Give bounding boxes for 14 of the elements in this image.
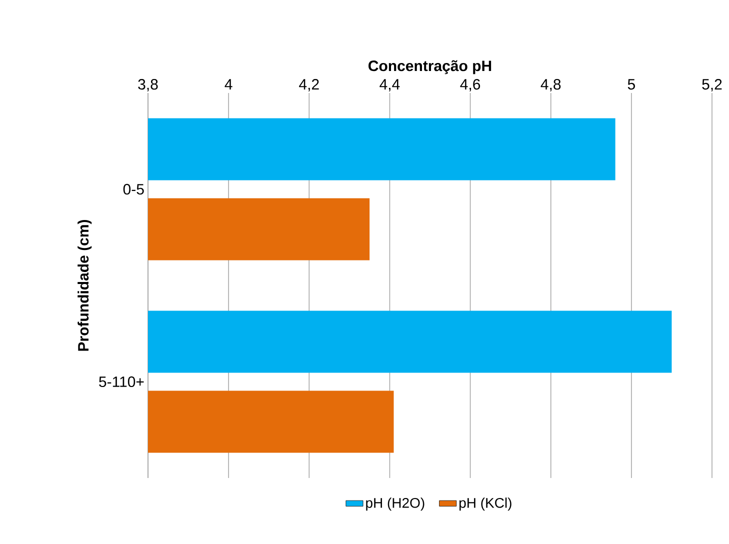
legend-label: pH (KCl) [459, 498, 512, 511]
x-tick-label: 5 [628, 79, 635, 90]
y-axis-title: Profundidade (cm) [78, 220, 92, 351]
x-tick-label: 4,8 [540, 78, 561, 92]
x-tick-label: 4,4 [380, 79, 400, 92]
x-tick-label: 5,2 [702, 78, 722, 92]
x-tick-label: 4 [224, 79, 232, 90]
y-tick-label: 0-5 [123, 184, 144, 195]
x-tick-label: 4,2 [299, 78, 319, 92]
y-tick-label: 5-110+ [99, 376, 144, 388]
x-tick-label: 4,6 [460, 78, 480, 92]
legend-label: pH (H2O) [366, 498, 424, 511]
x-axis-title: Concentração pH [368, 60, 492, 74]
x-tick-label: 3,8 [138, 78, 158, 92]
